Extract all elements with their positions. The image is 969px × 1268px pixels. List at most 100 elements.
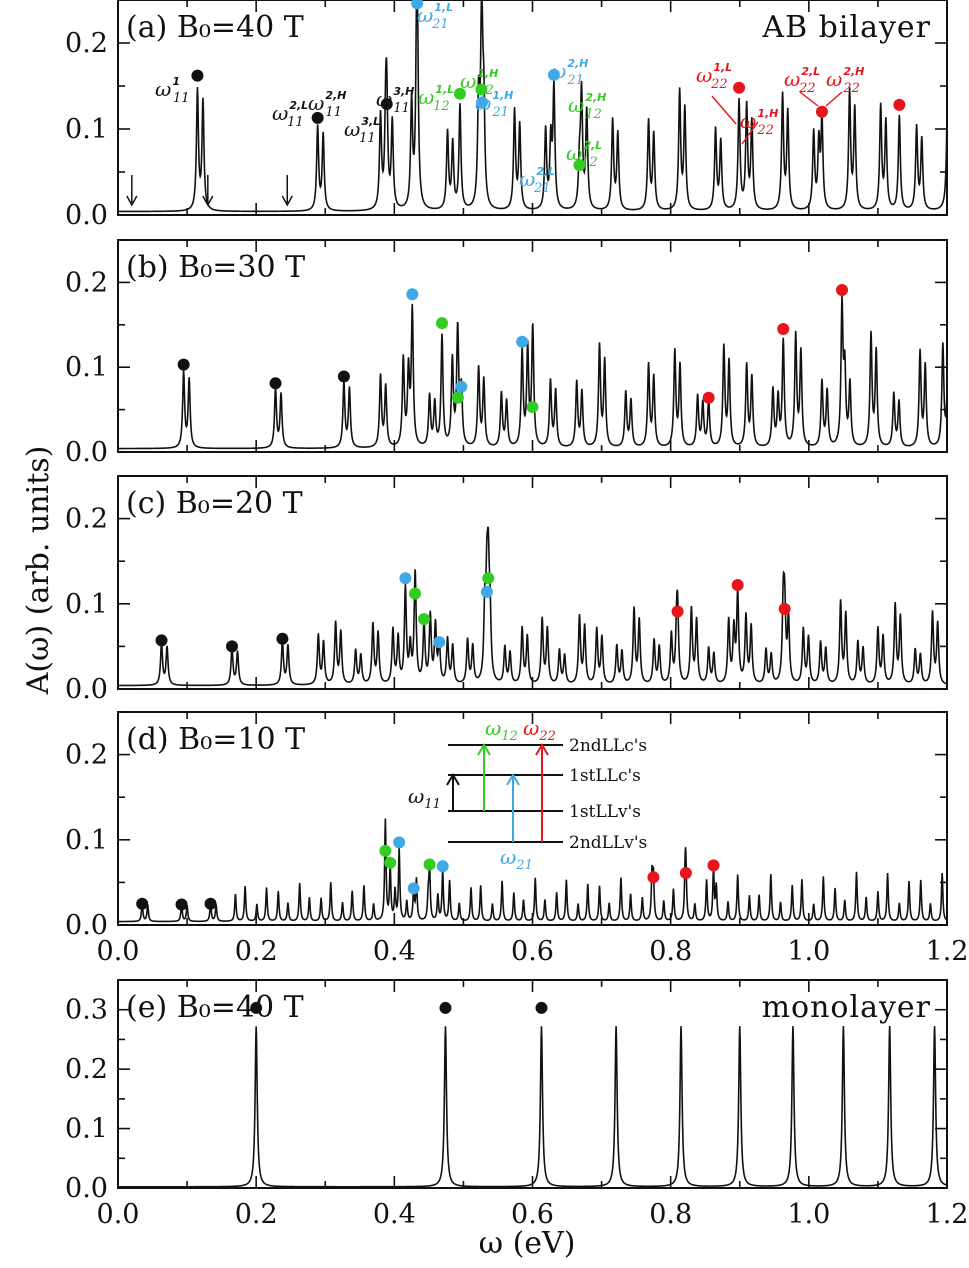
peak-marker-22	[702, 391, 715, 404]
peak-marker-11	[276, 632, 289, 645]
peak-marker-12	[379, 844, 392, 857]
peak-marker-22	[733, 81, 746, 94]
y-tick-label: 0.2	[65, 504, 108, 535]
peak-marker-11	[337, 370, 350, 383]
panel-b: 0.0 0.1 0.2 (b) B₀=30 T	[65, 239, 948, 468]
x-tick-label: 0.4	[373, 936, 416, 967]
peak-marker-12	[384, 856, 397, 869]
inset-omega-label: ω12	[485, 716, 518, 744]
y-tick-label: 0.2	[65, 267, 108, 298]
peak-marker-21	[516, 335, 529, 348]
spectrum-line	[118, 1026, 948, 1188]
system-label: AB bilayer	[761, 10, 931, 45]
peak-marker-21	[393, 836, 406, 849]
peak-marker-22	[679, 867, 692, 880]
omega-annotation: ω1,H 22	[740, 107, 778, 138]
spectrum-line	[117, 0, 948, 213]
y-tick-label: 0.2	[65, 28, 108, 59]
y-tick-label: 0.1	[65, 589, 108, 620]
peak-marker-21	[476, 96, 489, 109]
inset-omega-label: ω22	[523, 716, 556, 744]
peak-marker-11	[204, 897, 217, 910]
x-tick-label: 0.0	[97, 1199, 140, 1230]
panel-title: (c) B₀=20 T	[126, 486, 303, 521]
peak-marker-12	[418, 613, 431, 626]
down-arrow-icon	[202, 195, 214, 207]
peak-marker-11	[380, 98, 393, 111]
y-tick-label: 0.1	[65, 825, 108, 856]
x-tick-label: 1.2	[926, 1199, 969, 1230]
panel-title: (e) B₀=40 T	[126, 990, 304, 1025]
peak-marker-11	[535, 1001, 548, 1014]
y-tick-label: 0.2	[65, 740, 108, 771]
peak-marker-11	[175, 898, 188, 911]
y-tick-label: 0.0	[65, 1173, 108, 1204]
y-tick-label: 0.0	[65, 437, 108, 468]
x-tick-label: 0.0	[97, 936, 140, 967]
peak-marker-21	[455, 380, 468, 393]
x-tick-label: 0.8	[649, 1199, 692, 1230]
omega-annotation: ω3,L 11	[344, 115, 380, 146]
peak-marker-11	[155, 634, 168, 647]
peak-marker-22	[707, 859, 720, 872]
y-tick-label: 0.0	[65, 674, 108, 705]
peak-marker-12	[453, 87, 466, 100]
peak-marker-11	[191, 69, 204, 82]
peak-marker-22	[777, 323, 790, 336]
y-tick-label: 0.2	[65, 1054, 108, 1085]
energy-level-label: 2ndLLv's	[569, 833, 647, 853]
system-label: monolayer	[762, 990, 931, 1025]
omega-annotation: ω2,L 12	[566, 139, 602, 170]
x-tick-label: 1.0	[787, 936, 830, 967]
peak-marker-21	[433, 636, 446, 649]
y-tick-label: 0.3	[65, 995, 108, 1026]
omega-annotation: ω2,H 22	[826, 65, 864, 96]
peak-marker-21	[407, 882, 420, 895]
omega-annotation: ω1,H 21	[475, 89, 513, 120]
omega-annotation: ω1,L 22	[696, 61, 732, 92]
peak-marker-11	[250, 1001, 263, 1014]
inset-omega-label: ω21	[500, 845, 533, 873]
omega-annotation: ω2,L 22	[784, 65, 820, 96]
panel-title: (d) B₀=10 T	[126, 722, 305, 757]
x-axis-title: ω (eV)	[479, 1226, 576, 1261]
panel-title: (b) B₀=30 T	[126, 250, 305, 285]
inset-omega-label: ω11	[408, 784, 441, 812]
y-tick-label: 0.0	[65, 910, 108, 941]
pointer-arrow-icon	[825, 91, 843, 107]
panels-layer: 0.0 0.1 0.2 (a) B₀=40 T AB bilayer ω1 11 ω2,L 11…	[65, 0, 968, 1230]
panel-e: 0.0 0.1 0.2 0.3 (e) B₀=40 T monolayer 0.0 0.2 0.…	[65, 979, 969, 1230]
peak-marker-22	[671, 605, 684, 618]
peak-marker-12	[409, 587, 422, 600]
x-tick-label: 1.0	[787, 1199, 830, 1230]
y-tick-label: 0.1	[65, 114, 108, 145]
spectrum-line	[118, 818, 948, 923]
peak-marker-11	[136, 897, 149, 910]
pointer-arrow-icon	[741, 121, 759, 145]
omega-annotation: ω2,H 21	[550, 57, 588, 88]
omega-annotation: ω2,L 11	[272, 99, 308, 130]
peak-marker-22	[835, 284, 848, 297]
energy-level-label: 1stLLv's	[569, 802, 641, 822]
transition-arrow-head	[446, 773, 460, 786]
panel-title: (a) B₀=40 T	[126, 10, 304, 45]
omega-annotation: ω2,L 21	[519, 165, 555, 196]
transition-arrow-head	[506, 773, 520, 786]
peak-marker-12	[423, 858, 436, 871]
pointer-arrow-icon	[711, 95, 737, 125]
peak-marker-11	[225, 640, 238, 653]
peak-marker-11	[439, 1001, 452, 1014]
x-tick-label: 1.2	[926, 936, 969, 967]
omega-annotation: ω1 11	[155, 75, 190, 106]
omega-annotation: ω2,H 11	[308, 89, 346, 120]
x-tick-label: 0.6	[511, 936, 554, 967]
x-tick-label: 0.8	[649, 936, 692, 967]
peak-marker-21	[399, 572, 412, 585]
y-tick-label: 0.1	[65, 1114, 108, 1145]
peak-marker-22	[778, 602, 791, 615]
transition-arrow-head	[535, 743, 549, 756]
panel-c: 0.0 0.1 0.2 (c) B₀=20 T	[65, 475, 948, 705]
energy-level-label: 2ndLLc's	[569, 736, 647, 756]
omega-annotation: ω3,H 11	[376, 85, 414, 116]
